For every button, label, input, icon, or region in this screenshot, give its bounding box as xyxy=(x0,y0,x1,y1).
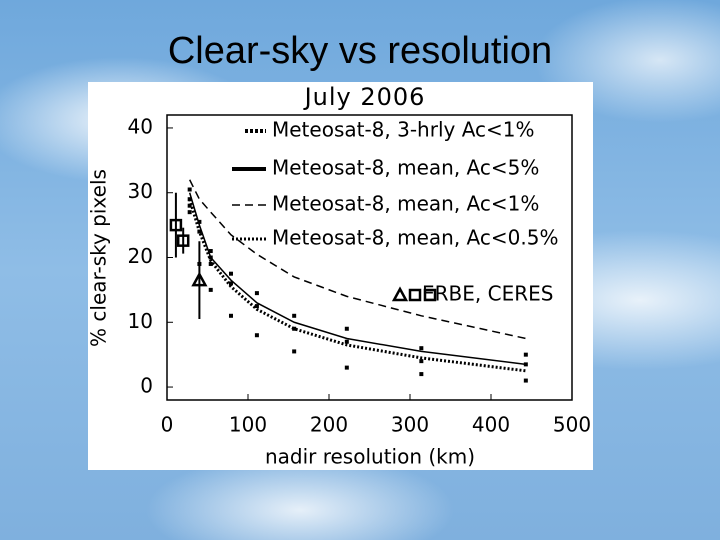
point xyxy=(419,346,424,351)
point xyxy=(419,372,424,377)
legend-label: Meteosat-8, mean, Ac<5% xyxy=(272,156,539,180)
legend-swatch xyxy=(423,288,437,302)
point xyxy=(187,203,192,208)
point xyxy=(419,359,424,364)
point xyxy=(228,271,233,276)
legend-label: Meteosat-8, mean, Ac<0.5% xyxy=(272,226,558,250)
point xyxy=(523,352,528,357)
point xyxy=(197,219,202,224)
x-tick-label: 300 xyxy=(391,413,429,437)
point xyxy=(344,339,349,344)
legend-swatch xyxy=(391,286,409,302)
y-axis-label: % clear-sky pixels xyxy=(87,169,111,347)
x-axis-label: nadir resolution (km) xyxy=(265,445,475,469)
y-tick-label: 20 xyxy=(128,244,153,268)
x-tick-label: 400 xyxy=(472,413,510,437)
point xyxy=(292,326,297,331)
point xyxy=(208,287,213,292)
point xyxy=(187,187,192,192)
chart-title: July 2006 xyxy=(303,83,426,111)
triangle-marker xyxy=(191,271,208,287)
square-marker xyxy=(176,234,190,247)
y-tick-label: 0 xyxy=(140,374,153,398)
legend-swatch xyxy=(408,288,422,302)
x-tick-label: 500 xyxy=(553,413,591,437)
y-tick-label: 30 xyxy=(128,179,153,203)
point xyxy=(254,304,259,309)
legend-label: Meteosat-8, mean, Ac<1% xyxy=(272,192,539,216)
series-line xyxy=(188,198,527,373)
point xyxy=(344,326,349,331)
point xyxy=(254,291,259,296)
point xyxy=(228,281,233,286)
x-tick-label: 100 xyxy=(229,413,267,437)
x-tick-label: 0 xyxy=(161,413,174,437)
legend-label: Meteosat-8, 3-hrly Ac<1% xyxy=(272,118,535,142)
point xyxy=(208,249,213,254)
chart-panel xyxy=(88,82,593,470)
point xyxy=(208,261,213,266)
point xyxy=(292,349,297,354)
point xyxy=(523,378,528,383)
x-tick-label: 200 xyxy=(310,413,348,437)
point xyxy=(344,365,349,370)
legend-label: ERBE, CERES xyxy=(422,282,553,306)
point xyxy=(292,313,297,318)
slide-title: Clear-sky vs resolution xyxy=(167,30,553,72)
series-line xyxy=(189,179,526,340)
y-tick-label: 40 xyxy=(128,114,153,138)
point xyxy=(254,333,259,338)
series-line xyxy=(188,192,526,366)
point xyxy=(228,313,233,318)
square-marker xyxy=(169,218,183,232)
point xyxy=(187,210,192,215)
y-tick-label: 10 xyxy=(128,309,153,333)
